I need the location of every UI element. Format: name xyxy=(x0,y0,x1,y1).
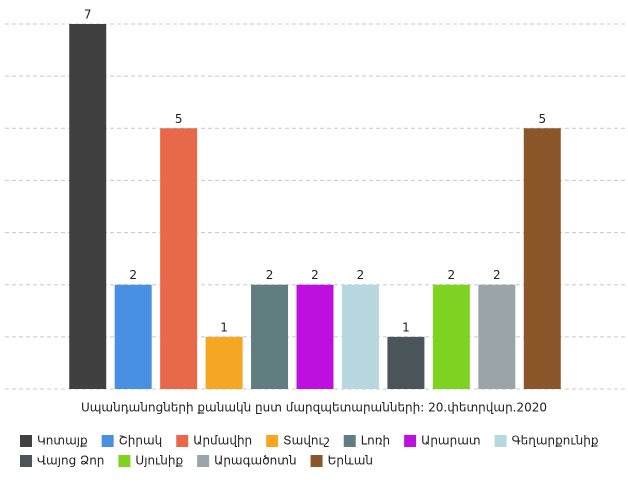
legend-swatch xyxy=(494,435,507,447)
bar xyxy=(114,284,152,389)
bar xyxy=(69,24,107,389)
legend-swatch xyxy=(101,435,114,447)
legend-swatch xyxy=(404,435,417,447)
bar xyxy=(296,284,334,389)
bar xyxy=(523,128,561,390)
value-label: 1 xyxy=(220,320,228,334)
legend-swatch xyxy=(197,455,210,467)
bar xyxy=(251,284,289,389)
legend-label: Տավուշ xyxy=(283,434,330,448)
legend-label: Արարատ xyxy=(421,434,480,448)
legend-label: Կոտայք xyxy=(37,434,88,448)
value-label: 2 xyxy=(129,268,137,282)
value-label: 2 xyxy=(357,268,365,282)
legend-label: Վայոց Ձոր xyxy=(37,454,104,468)
legend-label: Արմավիր xyxy=(193,434,252,448)
value-label: 5 xyxy=(538,112,546,126)
legend-label: Լոռի xyxy=(361,434,390,448)
value-label: 7 xyxy=(84,8,92,22)
legend-label: Արագածոտն xyxy=(214,454,296,468)
bar xyxy=(205,336,243,389)
value-label: 2 xyxy=(266,268,274,282)
bar xyxy=(160,128,198,390)
legend-swatch xyxy=(343,435,356,447)
legend-swatch xyxy=(310,455,323,467)
chart-title: Սպանդանոցների քանակն ըստ մարզպետարանների… xyxy=(81,401,547,415)
value-label: 2 xyxy=(493,268,501,282)
legend-swatch xyxy=(20,435,32,447)
value-label: 2 xyxy=(311,268,319,282)
legend-swatch xyxy=(20,455,32,467)
value-label: 1 xyxy=(402,320,410,334)
legend-label: Գեղարքունիք xyxy=(512,434,599,448)
bar xyxy=(478,284,516,389)
legend-label: Երևան xyxy=(328,454,373,468)
legend-label: Սյունիք xyxy=(135,454,183,468)
legend-swatch xyxy=(176,435,189,447)
bar xyxy=(432,284,470,389)
value-label: 5 xyxy=(175,112,183,126)
legend-swatch xyxy=(118,455,131,467)
bar xyxy=(387,336,425,389)
value-label: 2 xyxy=(448,268,456,282)
bar xyxy=(341,284,379,389)
legend-swatch xyxy=(266,435,279,447)
legend-label: Շիրակ xyxy=(119,434,163,448)
